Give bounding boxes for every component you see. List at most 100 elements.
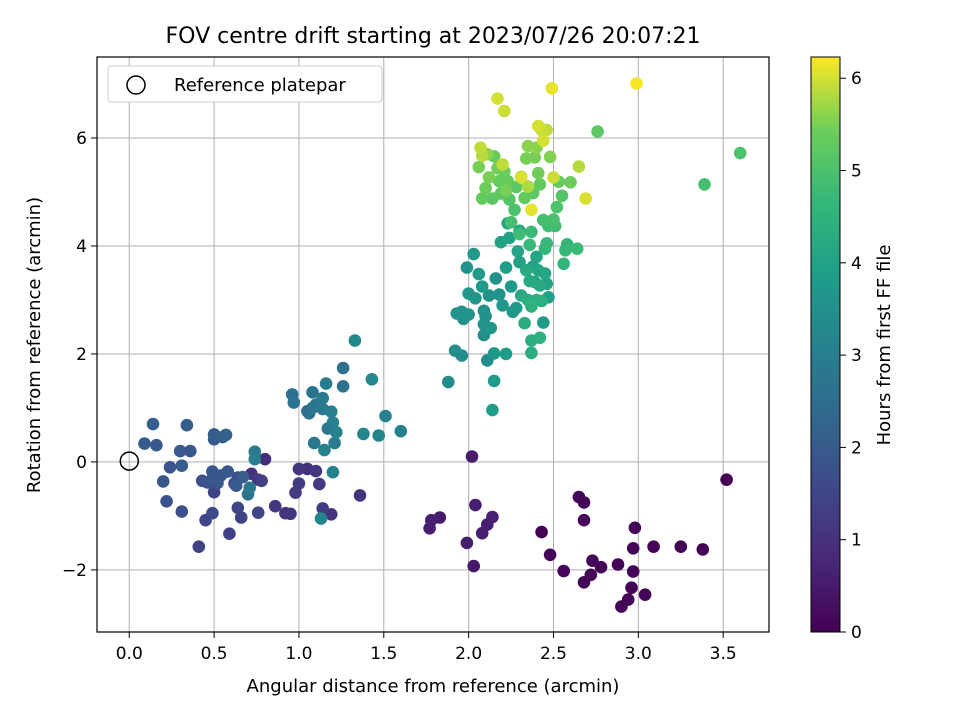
data-point (486, 510, 499, 524)
data-point (630, 77, 643, 90)
data-point (326, 465, 340, 479)
data-point (674, 540, 688, 553)
x-tick-label: 1.0 (285, 644, 312, 664)
data-point (306, 386, 319, 399)
data-point (336, 380, 350, 393)
data-point (330, 425, 343, 439)
data-point (550, 200, 564, 214)
data-point (192, 540, 206, 553)
data-point (626, 542, 640, 555)
data-point (577, 513, 591, 527)
data-point (243, 481, 256, 495)
data-point (531, 166, 545, 180)
data-point (353, 489, 367, 502)
data-point (474, 141, 487, 154)
data-point (559, 244, 572, 257)
data-point (498, 104, 511, 118)
data-point (314, 512, 328, 525)
data-point (509, 301, 523, 315)
data-point (545, 82, 559, 95)
data-point (547, 213, 560, 226)
data-point (258, 452, 272, 466)
chart-title: FOV centre drift starting at 2023/07/26 … (166, 24, 701, 49)
data-point (284, 507, 297, 521)
data-point (525, 225, 538, 239)
data-point (492, 288, 506, 301)
data-point (318, 443, 331, 457)
data-point (533, 178, 547, 191)
data-point (138, 437, 151, 450)
data-point (537, 316, 550, 329)
data-point (647, 540, 660, 553)
colorbar-tick-label: 3 (851, 346, 862, 366)
x-tick-label: 3.0 (625, 644, 652, 664)
data-point (570, 242, 584, 255)
data-point (591, 125, 604, 138)
data-point (316, 391, 330, 405)
data-point (472, 267, 486, 281)
data-point (379, 409, 392, 423)
data-point (292, 477, 306, 490)
data-point (720, 473, 733, 487)
data-point (309, 464, 323, 478)
y-tick-label: 2 (76, 345, 87, 365)
data-point (733, 146, 747, 160)
data-point (180, 418, 194, 432)
data-point (504, 280, 518, 293)
data-point (525, 203, 538, 217)
data-point (173, 444, 187, 458)
data-point (469, 498, 482, 512)
data-point (518, 191, 531, 205)
data-point (328, 436, 341, 450)
data-point (525, 346, 538, 360)
data-point (175, 459, 189, 473)
data-point (499, 261, 513, 274)
colorbar-ticks: 0 1 2 3 4 5 6 (840, 69, 862, 643)
data-point (499, 347, 513, 361)
data-point (508, 203, 521, 217)
data-point (223, 527, 236, 540)
data-point (467, 559, 481, 573)
data-point (460, 536, 474, 550)
colorbar-tick-label: 0 (851, 623, 862, 643)
data-point (487, 374, 501, 388)
data-point (572, 490, 586, 504)
data-point (357, 427, 370, 441)
data-point (255, 474, 268, 488)
data-point (460, 261, 474, 274)
data-point (316, 502, 330, 515)
data-point (586, 554, 599, 567)
data-point (313, 477, 326, 491)
data-point (584, 568, 598, 582)
data-point (156, 475, 170, 488)
data-point (499, 184, 513, 197)
colorbar-gradient (810, 56, 841, 633)
data-point (475, 526, 489, 540)
data-point (475, 280, 489, 293)
colorbar: 0 1 2 3 4 5 6 Hours from first FF file (810, 56, 895, 643)
data-point (514, 171, 528, 184)
legend-label: Reference platepar (174, 75, 346, 96)
data-point (231, 501, 245, 515)
y-tick-label: 6 (76, 129, 87, 149)
data-point (531, 119, 545, 133)
colorbar-tick-label: 2 (851, 438, 862, 458)
data-point (475, 192, 489, 205)
data-point (533, 331, 547, 345)
data-point (626, 565, 640, 578)
data-point (486, 403, 499, 417)
data-point (442, 375, 455, 389)
data-point (236, 470, 250, 484)
data-point (372, 429, 386, 442)
data-point (175, 505, 189, 518)
data-point (209, 472, 223, 486)
data-point (520, 264, 533, 277)
data-point (206, 506, 219, 520)
colorbar-tick-label: 6 (851, 69, 862, 89)
legend-marker (126, 75, 146, 95)
data-point (557, 257, 570, 271)
data-point (525, 300, 538, 313)
data-point (268, 499, 282, 513)
data-point (594, 560, 608, 574)
